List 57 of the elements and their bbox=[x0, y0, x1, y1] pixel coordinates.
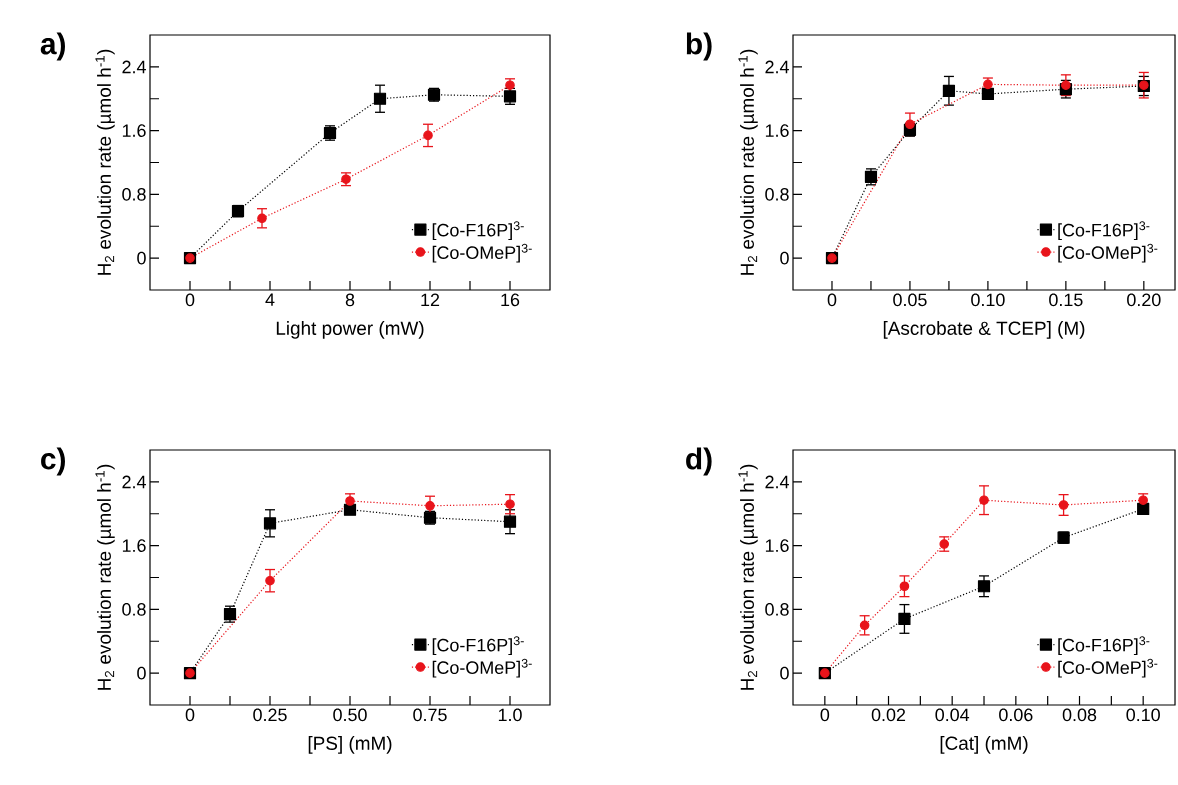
chart-title: d) bbox=[686, 447, 712, 476]
y-tick-label: 2.4 bbox=[765, 475, 789, 489]
chart-title: a) bbox=[40, 32, 65, 61]
y-axis-title: H$_{2}$ evolution rate (µmol h$^{-1}$) bbox=[738, 49, 758, 275]
legend-label: [Co-F16P]$^{3-}$ bbox=[1058, 636, 1150, 656]
x-tick-label: 0.20 bbox=[1127, 293, 1161, 307]
x-tick-label: 0.08 bbox=[1062, 708, 1097, 722]
y-tick-label: 1.6 bbox=[765, 124, 789, 137]
x-tick-label: 0 bbox=[185, 708, 195, 722]
x-tick-label: 0.05 bbox=[893, 293, 927, 307]
y-tick-label: 1.6 bbox=[765, 539, 789, 552]
x-tick-label: 1.0 bbox=[498, 708, 522, 722]
x-axis-title: [Cat] (mM) bbox=[940, 736, 1028, 754]
y-tick-label: 1.6 bbox=[122, 124, 146, 137]
legend-label: [Co-F16P]$^{3-}$ bbox=[432, 221, 524, 241]
y-axis-title: H$_{2}$ evolution rate (µmol h$^{-1}$) bbox=[95, 49, 115, 275]
x-axis-title: Light power (mW) bbox=[276, 321, 424, 339]
y-tick-label: 0.8 bbox=[122, 188, 146, 201]
y-axis-title: H$_{2}$ evolution rate (µmol h$^{-1}$) bbox=[738, 464, 758, 690]
x-tick-label: 0.02 bbox=[871, 708, 906, 722]
legend-label: [Co-OMeP]$^{3-}$ bbox=[1058, 658, 1158, 678]
x-tick-label: 0 bbox=[185, 293, 195, 307]
y-tick-label: 2.4 bbox=[122, 475, 146, 489]
y-tick-label: 0 bbox=[780, 251, 789, 265]
legend-label: [Co-OMeP]$^{3-}$ bbox=[1058, 243, 1158, 263]
x-tick-label: 0.75 bbox=[413, 708, 447, 722]
y-tick-label: 0 bbox=[137, 251, 146, 265]
x-tick-label: 0 bbox=[827, 293, 837, 307]
x-tick-label: 0.50 bbox=[333, 708, 367, 722]
x-tick-label: 0.10 bbox=[971, 293, 1005, 307]
y-tick-label: 0.8 bbox=[122, 603, 146, 616]
y-tick-label: 2.4 bbox=[122, 60, 146, 74]
x-axis-title: [Ascrobate & TCEP] (M) bbox=[883, 321, 1085, 339]
chart-title: b) bbox=[686, 32, 712, 61]
x-axis-title: [PS] (mM) bbox=[308, 736, 392, 754]
x-tick-label: 0 bbox=[820, 708, 830, 722]
legend-label: [Co-F16P]$^{3-}$ bbox=[432, 636, 524, 656]
legend-label: [Co-OMeP]$^{3-}$ bbox=[432, 243, 532, 263]
x-tick-label: 4 bbox=[265, 293, 275, 306]
x-tick-label: 0.06 bbox=[999, 708, 1033, 722]
y-tick-label: 0.8 bbox=[765, 603, 789, 616]
legend-label: [Co-F16P]$^{3-}$ bbox=[1058, 221, 1150, 241]
y-tick-label: 2.4 bbox=[765, 60, 789, 74]
x-tick-label: 0.15 bbox=[1049, 293, 1083, 307]
x-tick-label: 16 bbox=[501, 293, 520, 307]
y-axis-title: H$_{2}$ evolution rate (µmol h$^{-1}$) bbox=[95, 464, 115, 690]
x-tick-label: 0.10 bbox=[1126, 708, 1160, 722]
x-tick-label: 0.25 bbox=[253, 708, 287, 722]
x-tick-label: 12 bbox=[421, 293, 440, 307]
y-tick-label: 0 bbox=[780, 666, 789, 680]
x-tick-label: 0.04 bbox=[935, 708, 970, 722]
y-tick-label: 1.6 bbox=[122, 539, 146, 552]
y-tick-label: 0.8 bbox=[765, 188, 789, 201]
y-tick-label: 0 bbox=[137, 666, 146, 680]
x-tick-label: 8 bbox=[345, 293, 355, 307]
legend-label: [Co-OMeP]$^{3-}$ bbox=[432, 658, 532, 678]
chart-title: c) bbox=[41, 447, 65, 476]
